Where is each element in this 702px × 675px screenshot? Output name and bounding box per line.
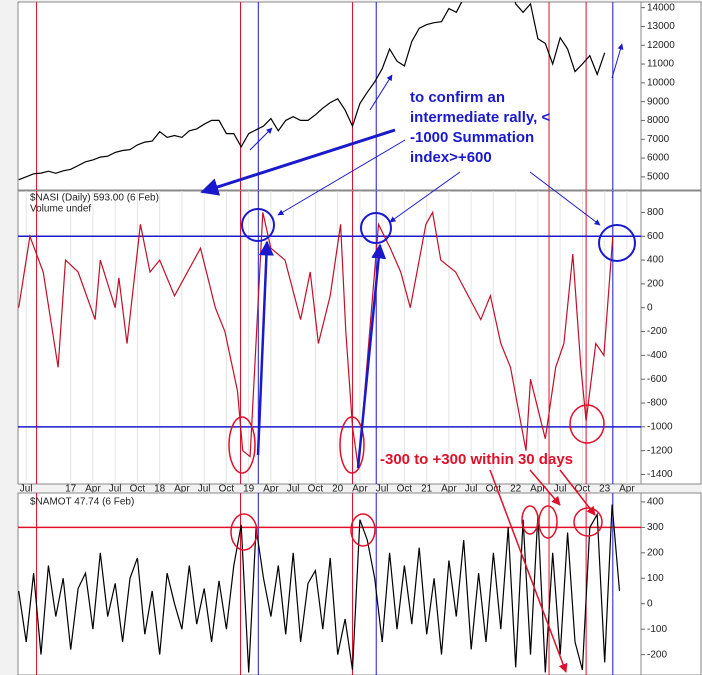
y-tick-label: 9000 (647, 96, 670, 107)
x-tick-label: Jul (198, 484, 211, 495)
axis-area (640, 190, 702, 485)
y-tick-label: 0 (647, 302, 653, 313)
y-tick-label: 12000 (647, 40, 675, 51)
x-tick-label: Apr (352, 484, 368, 495)
line (18, 504, 621, 673)
axis-area (640, 492, 702, 675)
y-tick-label: 200 (647, 279, 664, 290)
x-tick-label: Apr (441, 484, 457, 495)
y-tick-label: 13000 (647, 21, 675, 32)
y-tick-label: -200 (647, 326, 667, 337)
y-tick-label: 10000 (647, 77, 675, 88)
y-tick-label: -200 (647, 649, 667, 660)
y-tick-label: -600 (647, 374, 667, 385)
y-tick-label: 300 (647, 522, 664, 533)
x-tick-label: Apr (174, 484, 190, 495)
x-tick-label: Apr (263, 484, 279, 495)
y-tick-label: 200 (647, 547, 664, 558)
y-tick-label: -800 (647, 398, 667, 409)
y-tick-label: 7000 (647, 134, 670, 145)
y-tick-label: 400 (647, 255, 664, 266)
y-tick-label: 6000 (647, 153, 670, 164)
panel-frame (17, 190, 642, 485)
y-tick-label: -400 (647, 350, 667, 361)
y-tick-label: 600 (647, 231, 664, 242)
x-tick-label: Jul (287, 484, 300, 495)
y-tick-label: 100 (647, 573, 664, 584)
x-tick-label: Jul (554, 484, 567, 495)
y-tick-label: 0 (647, 598, 653, 609)
annotation: intermediate rally, < (410, 109, 550, 126)
arrows (200, 43, 624, 469)
x-tick-label: Oct (130, 484, 146, 495)
y-tick-label: -100 (647, 624, 667, 635)
x-tick-label: Jul (20, 484, 33, 495)
annotation: -300 to +300 within 30 days (380, 451, 573, 468)
x-tick-label: Apr (85, 484, 101, 495)
x-tick-label: Oct (397, 484, 413, 495)
panel-frame (17, 492, 642, 675)
y-tick-label: 800 (647, 207, 664, 218)
red-arrows (489, 469, 596, 673)
overlay: $NASI (Daily) 593.00 (6 Feb) Volume unde… (30, 43, 636, 673)
annotation: to confirm an (410, 89, 505, 106)
x-tick-label: 23 (599, 484, 611, 495)
x-tick-label: Jul (376, 484, 389, 495)
panels: 5000600070008000900010000110001200013000… (17, 1, 702, 675)
x-tick-label: Apr (619, 484, 635, 495)
x-tick-label: 22 (510, 484, 522, 495)
x-tick-label: 18 (154, 484, 166, 495)
annotation: -1000 Summation (410, 129, 534, 146)
x-tick-label: 20 (332, 484, 344, 495)
y-tick-label: 5000 (647, 171, 670, 182)
red-circles (228, 404, 605, 551)
panel-frame (17, 1, 642, 191)
circles (241, 208, 636, 262)
axis-area (640, 1, 702, 191)
line (18, 210, 614, 469)
y-tick-label: 14000 (647, 2, 675, 13)
line (18, 2, 606, 181)
y-tick-label: -1000 (647, 421, 673, 432)
x-tick-label: Oct (575, 484, 591, 495)
plot (18, 191, 641, 484)
annotation: index>+600 (410, 149, 492, 166)
panel-title: $NASI (Daily) 593.00 (6 Feb) (30, 193, 159, 204)
x-tick-label: 21 (421, 484, 433, 495)
y-tick-label: 400 (647, 497, 664, 508)
x-tick-label: Oct (486, 484, 502, 495)
panel-title: $NAMOT 47.74 (6 Feb) (30, 497, 134, 508)
y-tick-label: 11000 (647, 59, 675, 70)
y-tick-label: 8000 (647, 115, 670, 126)
panel-subtitle: Volume undef (30, 204, 91, 215)
x-tick-label: Jul (465, 484, 478, 495)
y-tick-label: -1200 (647, 445, 673, 456)
x-tick-label: 17 (65, 484, 77, 495)
y-tick-label: -1400 (647, 469, 673, 480)
plot (18, 2, 614, 190)
x-tick-label: 19 (243, 484, 255, 495)
x-tick-label: Oct (219, 484, 235, 495)
x-tick-label: Oct (308, 484, 324, 495)
x-tick-label: Jul (109, 484, 122, 495)
x-tick-label: Apr (530, 484, 546, 495)
